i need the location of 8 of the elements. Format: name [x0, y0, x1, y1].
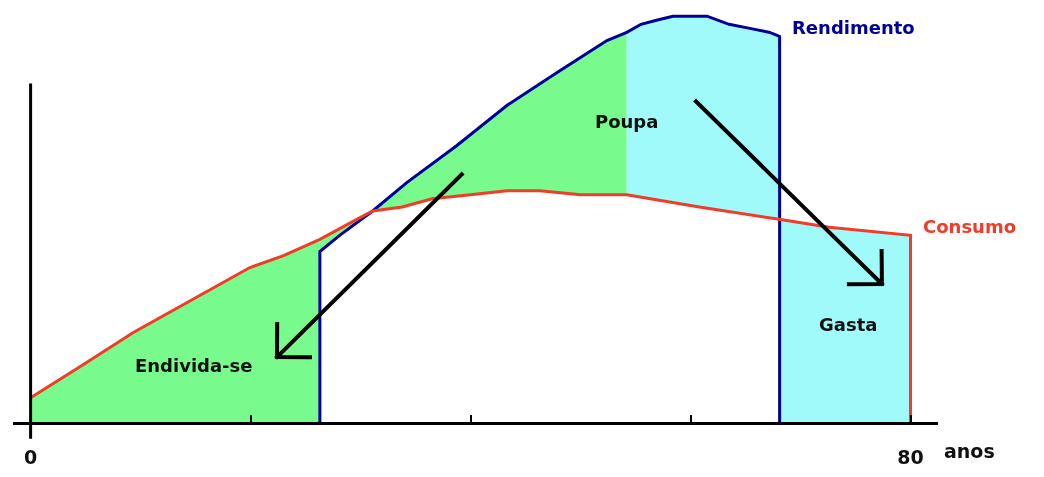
x-axis-title: anos	[944, 440, 995, 462]
series-label: Rendimento	[792, 17, 915, 38]
x-tick-label: 0	[23, 445, 38, 468]
x-tick-label: 80	[897, 445, 924, 468]
annotation: Poupa	[595, 111, 659, 132]
series-label: Consumo	[923, 216, 1017, 237]
annotation: Gasta	[819, 314, 878, 335]
annotation: Endivida-se	[135, 355, 253, 376]
